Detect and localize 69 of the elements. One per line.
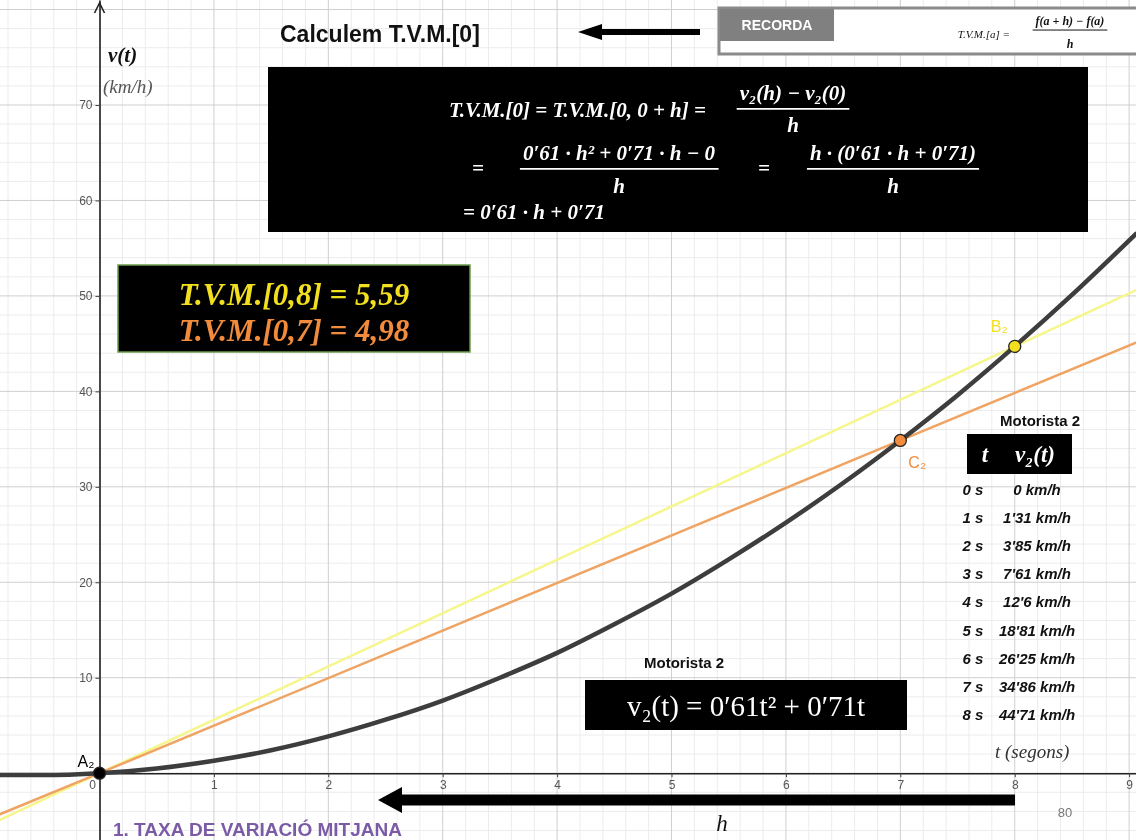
annotation: 1 s: [962, 509, 984, 527]
annotation: v₂(t): [1015, 442, 1055, 467]
y-axis-title: v(t) (km/h): [103, 43, 153, 98]
annotation: 26'25 km/h: [997, 649, 1076, 667]
annotation: 12'6 km/h: [1003, 593, 1071, 611]
annotation: 44'71 km/h: [997, 705, 1076, 723]
annotation: v₂(t) = 0′61t² + 0′71t: [626, 690, 866, 723]
point: [893, 433, 907, 448]
annotation: RECORDA: [741, 17, 813, 33]
x-tick-label: 5: [668, 777, 676, 792]
annotation: C₂: [908, 454, 927, 472]
annotation: h: [1066, 37, 1074, 51]
y-tick-label: 50: [79, 289, 93, 304]
annotation: h · (0′61 · h + 0′71): [809, 141, 977, 165]
annotation: Motorista 2: [643, 654, 725, 671]
y-tick-label: 60: [79, 193, 93, 208]
annotation: 7'61 km/h: [1003, 565, 1071, 583]
x-tick-label: 0: [89, 777, 97, 792]
text: 1. TAXA DE VARIACIÓ MITJANA: [113, 819, 403, 840]
y-tick-label: 30: [79, 480, 93, 495]
annotation: =: [758, 156, 770, 180]
annotation: 4 s: [961, 593, 984, 611]
x-tick-label: 1: [211, 777, 219, 792]
x-tick-label: 4: [554, 777, 562, 792]
y-tick-label: 70: [79, 98, 93, 113]
annotation: h: [613, 174, 625, 198]
annotation: 18'81 km/h: [998, 621, 1076, 639]
x-tick-label: 9: [1126, 777, 1134, 792]
x-axis-title: t (segons): [995, 741, 1070, 763]
annotation: A₂: [77, 753, 95, 771]
annotation: t: [981, 442, 989, 467]
annotation: T.V.M.[0,7] = 4,98: [178, 313, 410, 348]
annotation: 2 s: [961, 537, 984, 555]
annotation: 3'85 km/h: [1003, 537, 1071, 555]
x-tick-label: 3: [439, 777, 447, 792]
annotation: =: [472, 156, 484, 180]
annotation: T.V.M.[0,8] = 5,59: [178, 277, 410, 312]
annotation: 5 s: [962, 621, 984, 639]
annotation: 7 s: [962, 677, 984, 695]
annotation: T.V.M.[0] = T.V.M.[0, 0 + h] =: [448, 98, 706, 122]
annotation: 1'31 km/h: [1003, 509, 1071, 527]
annotation: f(a + h) − f(a): [1035, 14, 1105, 28]
x-tick-label: 7: [897, 777, 905, 792]
y-tick-label: 20: [79, 575, 93, 590]
point: [92, 766, 107, 780]
annotation: 6 s: [962, 649, 984, 667]
annotation: h: [887, 174, 899, 198]
annotation: h: [716, 811, 728, 836]
annotation: 80: [1057, 805, 1073, 820]
annotation: T.V.M.[a] =: [957, 28, 1010, 40]
x-tick-label: 6: [783, 777, 791, 792]
y-tick-label: 40: [79, 384, 93, 399]
annotation: 3 s: [962, 565, 984, 583]
annotation: 0′61 · h² + 0′71 · h − 0: [522, 141, 716, 165]
line-series: [0, 231, 1136, 778]
y-tick-label: 10: [79, 671, 93, 686]
annotation: 0 s: [962, 481, 984, 498]
annotation: 34'86 km/h: [998, 677, 1076, 695]
point: [1008, 339, 1022, 354]
annotation: 8 s: [962, 705, 984, 723]
annotation: 0 km/h: [1013, 481, 1061, 498]
annotation: Calculem T.V.M.[0]: [280, 21, 480, 47]
annotation: v₂(h) − v₂(0): [739, 81, 847, 105]
annotation: h: [787, 113, 799, 137]
annotation: B₂: [990, 318, 1008, 336]
annotation: Motorista 2: [999, 412, 1081, 429]
x-tick-label: 2: [325, 777, 333, 792]
x-tick-label: 8: [1011, 777, 1019, 792]
annotation: = 0′61 · h + 0′71: [463, 200, 605, 224]
